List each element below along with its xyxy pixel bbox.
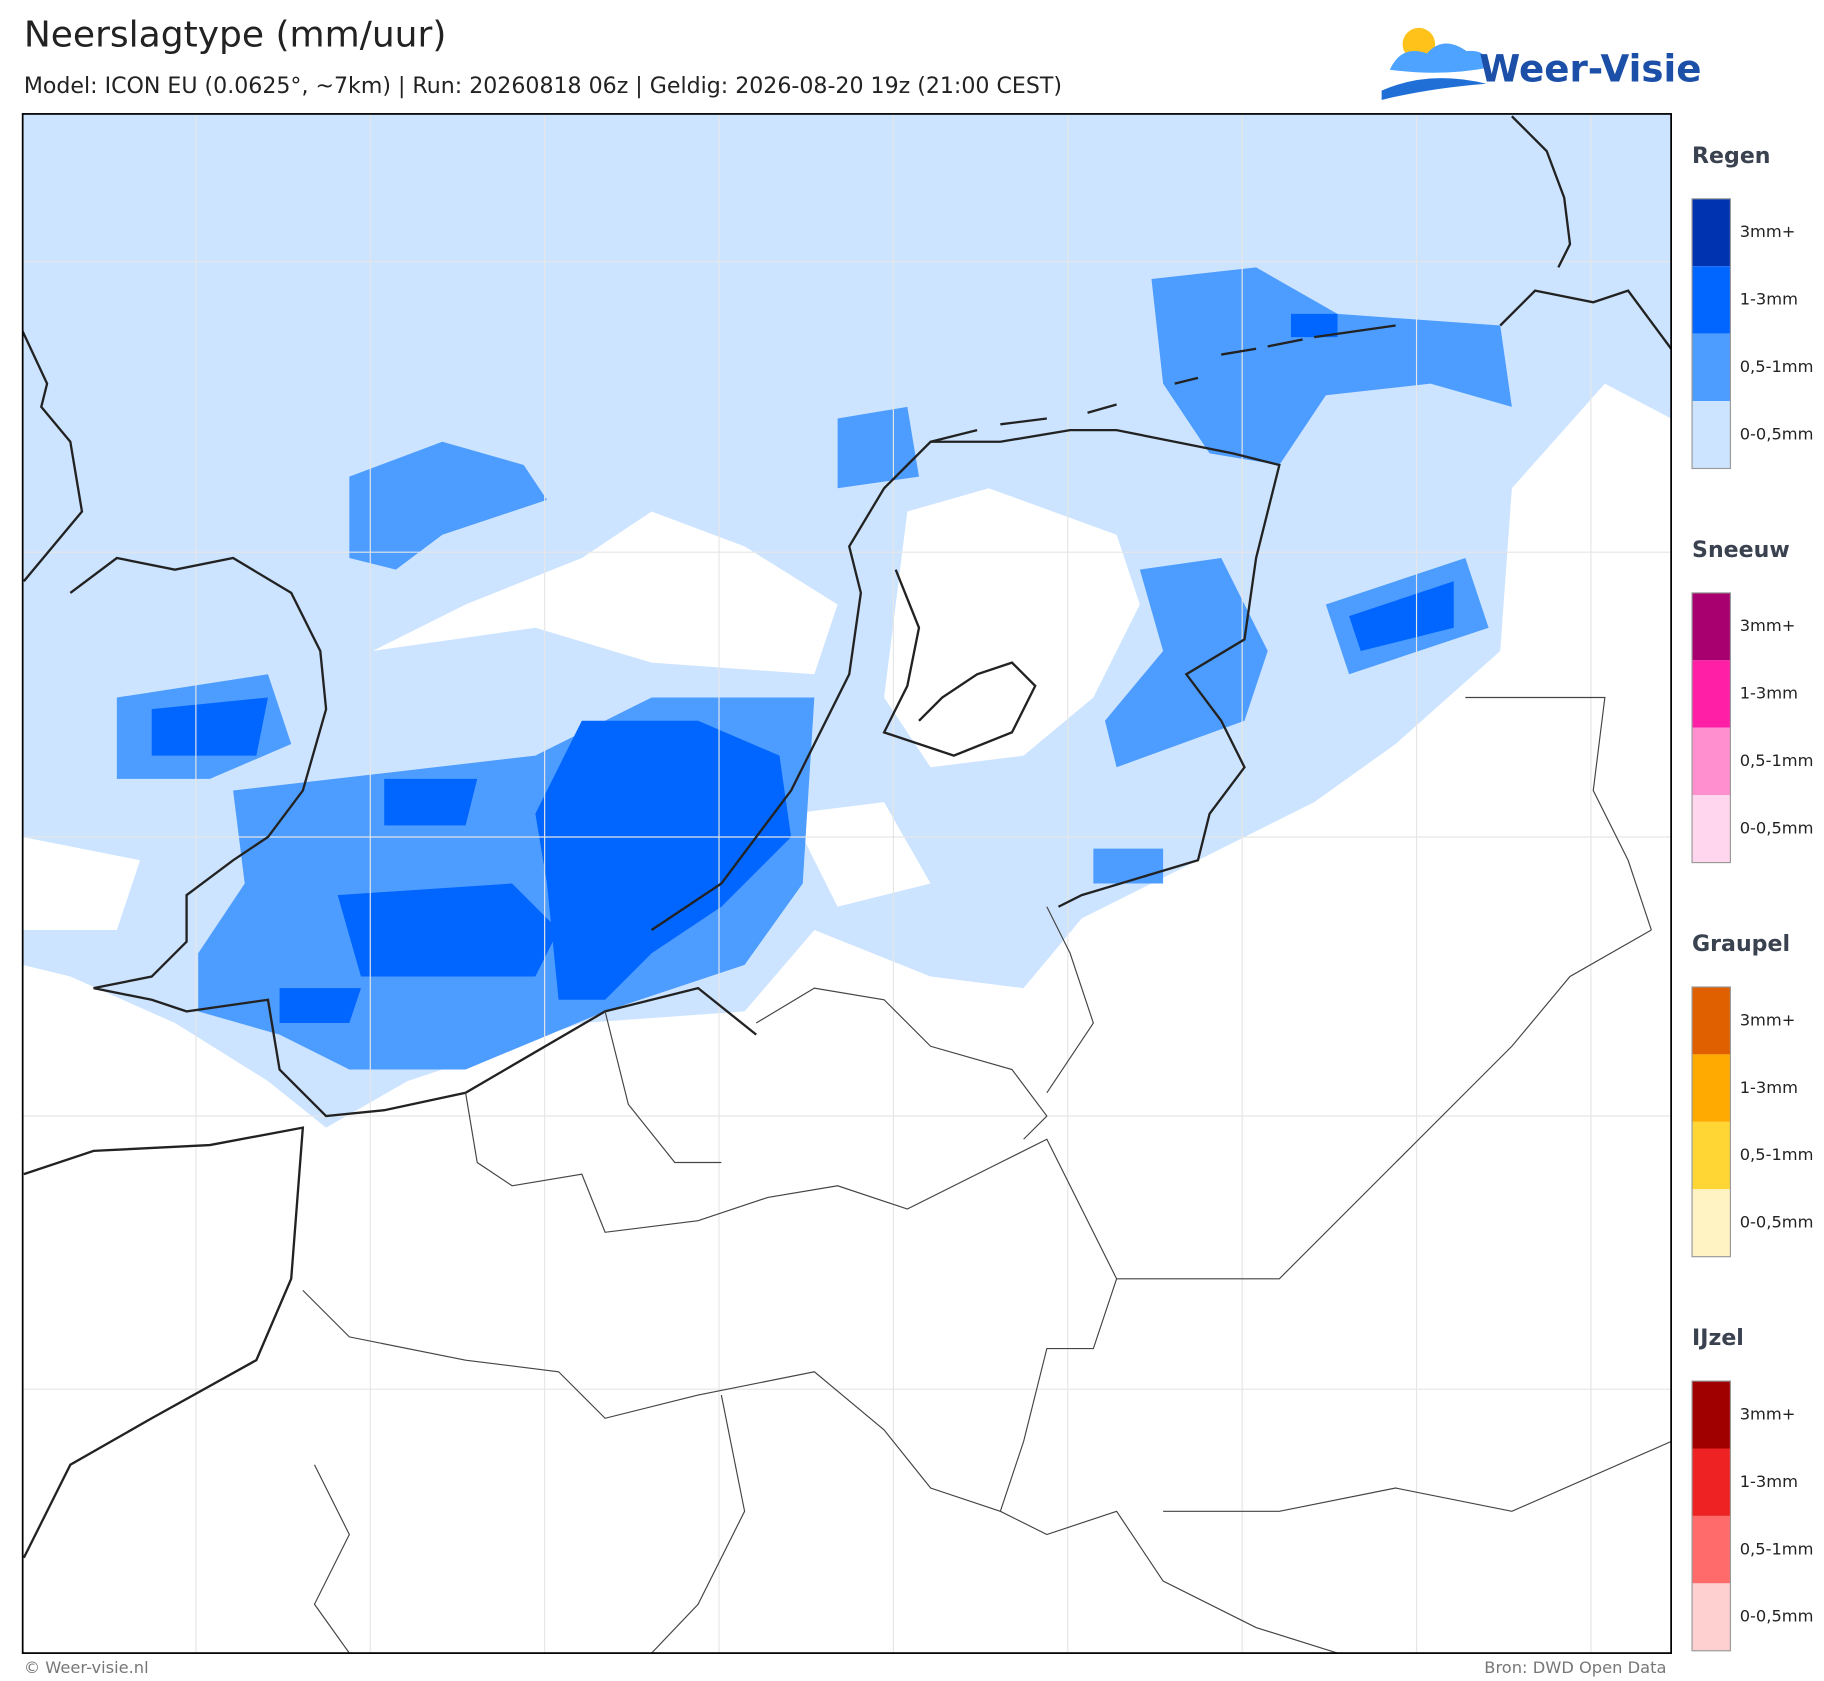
legend-swatch — [1692, 986, 1731, 1055]
legend-label: 0,5-1mm — [1740, 1539, 1814, 1558]
legend-bar-outline — [1691, 592, 1731, 864]
legend-label: 0-0,5mm — [1740, 1213, 1814, 1232]
legend-label: 0,5-1mm — [1740, 751, 1814, 770]
legend-swatch — [1692, 266, 1731, 334]
legend-bar-outline — [1691, 986, 1731, 1258]
legend-label: 1-3mm — [1740, 684, 1798, 703]
legend-swatch — [1692, 1121, 1731, 1190]
legend-group-title: Graupel — [1692, 932, 1790, 957]
legend-swatch — [1692, 198, 1731, 267]
legend-label: 1-3mm — [1740, 1078, 1798, 1097]
logo-text: Weer-Visie — [1479, 46, 1701, 90]
legend-label: 0-0,5mm — [1740, 819, 1814, 838]
legend-label: 1-3mm — [1740, 1472, 1798, 1491]
legend-label: 3mm+ — [1740, 222, 1796, 241]
legend-swatch — [1692, 795, 1731, 863]
legend-swatch — [1692, 727, 1731, 796]
legend-swatch — [1692, 1583, 1731, 1651]
legend-bar-outline — [1691, 1380, 1731, 1652]
legend-swatch — [1692, 1189, 1731, 1257]
legend-swatch — [1692, 333, 1731, 402]
legend-group-title: Regen — [1692, 144, 1770, 169]
legend: Regen 3mm+ 1-3mm 0,5-1mm 0-0,5mm Sneeuw 3mm+ 1-… — [1691, 144, 1814, 1652]
subtitle: Model: ICON EU (0.0625°, ~7km) | Run: 20… — [24, 74, 1062, 99]
legend-swatch — [1692, 1054, 1731, 1122]
legend-swatch — [1692, 401, 1731, 469]
footer-left: © Weer-visie.nl — [24, 1658, 149, 1677]
legend-label: 3mm+ — [1740, 616, 1796, 635]
legend-swatch — [1692, 592, 1731, 661]
map-frame — [21, 113, 1672, 1654]
legend-bar-outline — [1691, 198, 1731, 470]
logo: Weer-Visie — [1381, 27, 1701, 100]
legend-swatch — [1692, 660, 1731, 728]
legend-label: 0-0,5mm — [1740, 424, 1814, 443]
map — [22, 113, 1672, 1654]
footer-right: Bron: DWD Open Data — [1484, 1658, 1666, 1677]
legend-label: 3mm+ — [1740, 1010, 1796, 1029]
legend-group-title: IJzel — [1692, 1326, 1744, 1351]
title: Neerslagtype (mm/uur) — [24, 15, 447, 56]
legend-group-title: Sneeuw — [1692, 538, 1790, 563]
legend-label: 0-0,5mm — [1740, 1607, 1814, 1626]
legend-swatch — [1692, 1515, 1731, 1584]
legend-label: 0,5-1mm — [1740, 1145, 1814, 1164]
legend-swatch — [1692, 1381, 1731, 1449]
legend-label: 0,5-1mm — [1740, 357, 1814, 376]
legend-swatch — [1692, 1448, 1731, 1516]
legend-label: 1-3mm — [1740, 290, 1798, 309]
legend-label: 3mm+ — [1740, 1404, 1796, 1423]
